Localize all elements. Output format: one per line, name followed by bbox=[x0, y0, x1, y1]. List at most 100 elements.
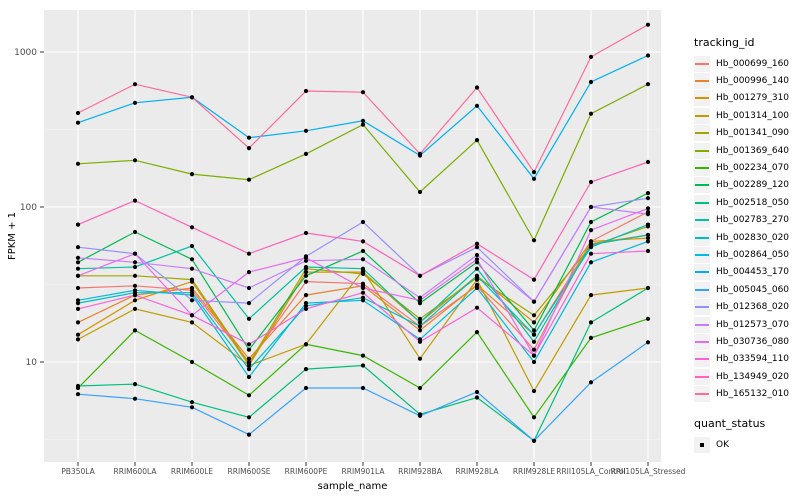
legend-key-swatch bbox=[694, 73, 710, 90]
legend-item-Hb_165132_010: Hb_165132_010 bbox=[694, 385, 798, 403]
y-axis-title: FPKM + 1 bbox=[7, 212, 18, 260]
line-swatch-icon bbox=[695, 201, 709, 204]
svg-text:RRII105LA_Control: RRII105LA_Control bbox=[556, 467, 626, 476]
line-swatch-icon bbox=[695, 323, 709, 326]
legend-item-Hb_012368_020: Hb_012368_020 bbox=[694, 298, 798, 316]
line-swatch-icon bbox=[695, 62, 709, 65]
legend-item-label: Hb_012573_070 bbox=[716, 319, 790, 330]
legend-item-label: Hb_001279_310 bbox=[716, 93, 790, 104]
legend-item-label: Hb_004453_170 bbox=[716, 267, 790, 278]
legend-item-Hb_000699_160: Hb_000699_160 bbox=[694, 55, 798, 72]
plot-panel bbox=[44, 10, 661, 462]
x-axis-title: sample_name bbox=[318, 481, 388, 492]
legend-key-swatch bbox=[694, 55, 710, 72]
svg-text:RRIM600LA: RRIM600LA bbox=[114, 467, 158, 476]
svg-text:100: 100 bbox=[20, 203, 37, 213]
svg-text:RRII105LA_Stressed: RRII105LA_Stressed bbox=[611, 467, 686, 476]
svg-text:PB350LA: PB350LA bbox=[61, 467, 95, 476]
line-swatch-icon bbox=[695, 97, 709, 100]
line-swatch-icon bbox=[695, 271, 709, 274]
legend-items: Hb_000699_160 Hb_000996_140 Hb_001279_310 H… bbox=[694, 55, 798, 403]
line-swatch-icon bbox=[695, 358, 709, 361]
line-swatch-icon bbox=[695, 184, 709, 187]
legend-item-Hb_002289_120: Hb_002289_120 bbox=[694, 177, 798, 194]
line-swatch-icon bbox=[695, 375, 709, 378]
legend-key-swatch bbox=[694, 281, 710, 298]
legend-key-swatch bbox=[694, 386, 710, 403]
legend-item-label: Hb_033594_110 bbox=[716, 354, 790, 365]
legend-item-Hb_012573_070: Hb_012573_070 bbox=[694, 316, 798, 333]
legend-key-swatch bbox=[694, 351, 710, 368]
legend-key-swatch bbox=[694, 333, 710, 350]
legend-key-swatch bbox=[694, 177, 710, 194]
legend-key-swatch bbox=[694, 246, 710, 263]
legend-item-Hb_033594_110: Hb_033594_110 bbox=[694, 351, 798, 368]
line-swatch-icon bbox=[695, 114, 709, 117]
svg-text:RRIM928LE: RRIM928LE bbox=[513, 467, 556, 476]
legend-item-label: Hb_002518_050 bbox=[716, 197, 790, 208]
line-swatch-icon bbox=[695, 167, 709, 170]
legend-item-Hb_001314_100: Hb_001314_100 bbox=[694, 107, 798, 124]
line-swatch-icon bbox=[695, 149, 709, 152]
legend-title-tracking-id: tracking_id bbox=[694, 36, 755, 49]
svg-text:1000: 1000 bbox=[14, 48, 37, 58]
legend-key-swatch bbox=[694, 368, 710, 385]
legend-key-swatch bbox=[694, 299, 710, 316]
y-axis-tick-labels: 10 100 1000 bbox=[14, 48, 37, 368]
x-axis-tick-labels: PB350LA RRIM600LA RRIM600LE RRIM600SE RRIM60… bbox=[61, 467, 685, 476]
legend-item-Hb_000996_140: Hb_000996_140 bbox=[694, 72, 798, 90]
legend-key-swatch bbox=[694, 142, 710, 159]
legend-item-label: Hb_001369_640 bbox=[716, 145, 790, 156]
legend-title-quant-status: quant_status bbox=[694, 416, 766, 430]
svg-text:10: 10 bbox=[26, 358, 38, 368]
axis-ticks bbox=[40, 51, 649, 466]
legend-item-label: Hb_002830_020 bbox=[716, 232, 790, 243]
line-swatch-icon bbox=[695, 393, 709, 396]
legend-item-Hb_002783_270: Hb_002783_270 bbox=[694, 212, 798, 229]
line-swatch-icon bbox=[695, 253, 709, 256]
legend-item-label: Hb_030736_080 bbox=[716, 336, 790, 347]
legend-key-swatch bbox=[694, 264, 710, 281]
legend-item-Hb_001279_310: Hb_001279_310 bbox=[694, 90, 798, 107]
legend-key-swatch bbox=[694, 316, 710, 333]
legend-item-label: Hb_001341_090 bbox=[716, 128, 790, 139]
line-swatch-icon bbox=[695, 219, 709, 222]
svg-text:RRIM600SE: RRIM600SE bbox=[228, 467, 271, 476]
legend-panel: tracking_id Hb_000699_160 Hb_000996_140 Hb… bbox=[694, 36, 798, 453]
legend-item-Hb_002830_020: Hb_002830_020 bbox=[694, 229, 798, 246]
legend-item-label: Hb_002234_070 bbox=[716, 163, 790, 174]
legend-item-label: Hb_002783_270 bbox=[716, 215, 790, 226]
legend-key-swatch bbox=[694, 160, 710, 177]
legend-item-Hb_002518_050: Hb_002518_050 bbox=[694, 194, 798, 211]
svg-text:RRIM928LA: RRIM928LA bbox=[456, 467, 500, 476]
legend-key-swatch bbox=[694, 229, 710, 246]
svg-text:RRIM901LA: RRIM901LA bbox=[342, 467, 386, 476]
legend-item-label: Hb_002289_120 bbox=[716, 180, 790, 191]
legend-item-Hb_030736_080: Hb_030736_080 bbox=[694, 333, 798, 350]
legend-item-label: Hb_165132_010 bbox=[716, 389, 790, 400]
svg-text:RRIM600PE: RRIM600PE bbox=[285, 467, 328, 476]
svg-text:RRIM600LE: RRIM600LE bbox=[171, 467, 214, 476]
legend-item-label: Hb_002864_050 bbox=[716, 249, 790, 260]
legend-item-label: OK bbox=[716, 439, 729, 450]
legend-key-swatch bbox=[694, 436, 710, 453]
legend-item-ok: OK bbox=[694, 436, 798, 453]
line-swatch-icon bbox=[695, 306, 709, 309]
legend-item-Hb_004453_170: Hb_004453_170 bbox=[694, 264, 798, 281]
svg-text:RRIM928BA: RRIM928BA bbox=[398, 467, 443, 476]
legend-item-label: Hb_012368_020 bbox=[716, 302, 790, 313]
legend-item-Hb_001369_640: Hb_001369_640 bbox=[694, 142, 798, 159]
line-swatch-icon bbox=[695, 236, 709, 239]
legend-key-swatch bbox=[694, 194, 710, 211]
line-swatch-icon bbox=[695, 340, 709, 343]
legend-item-Hb_005045_060: Hb_005045_060 bbox=[694, 281, 798, 298]
data-points bbox=[75, 22, 651, 443]
legend-item-Hb_001341_090: Hb_001341_090 bbox=[694, 125, 798, 142]
legend-item-label: Hb_001314_100 bbox=[716, 110, 790, 121]
line-swatch-icon bbox=[695, 288, 709, 291]
legend-key-swatch bbox=[694, 212, 710, 229]
legend-item-Hb_002234_070: Hb_002234_070 bbox=[694, 159, 798, 177]
legend-item-label: Hb_000996_140 bbox=[716, 76, 790, 87]
